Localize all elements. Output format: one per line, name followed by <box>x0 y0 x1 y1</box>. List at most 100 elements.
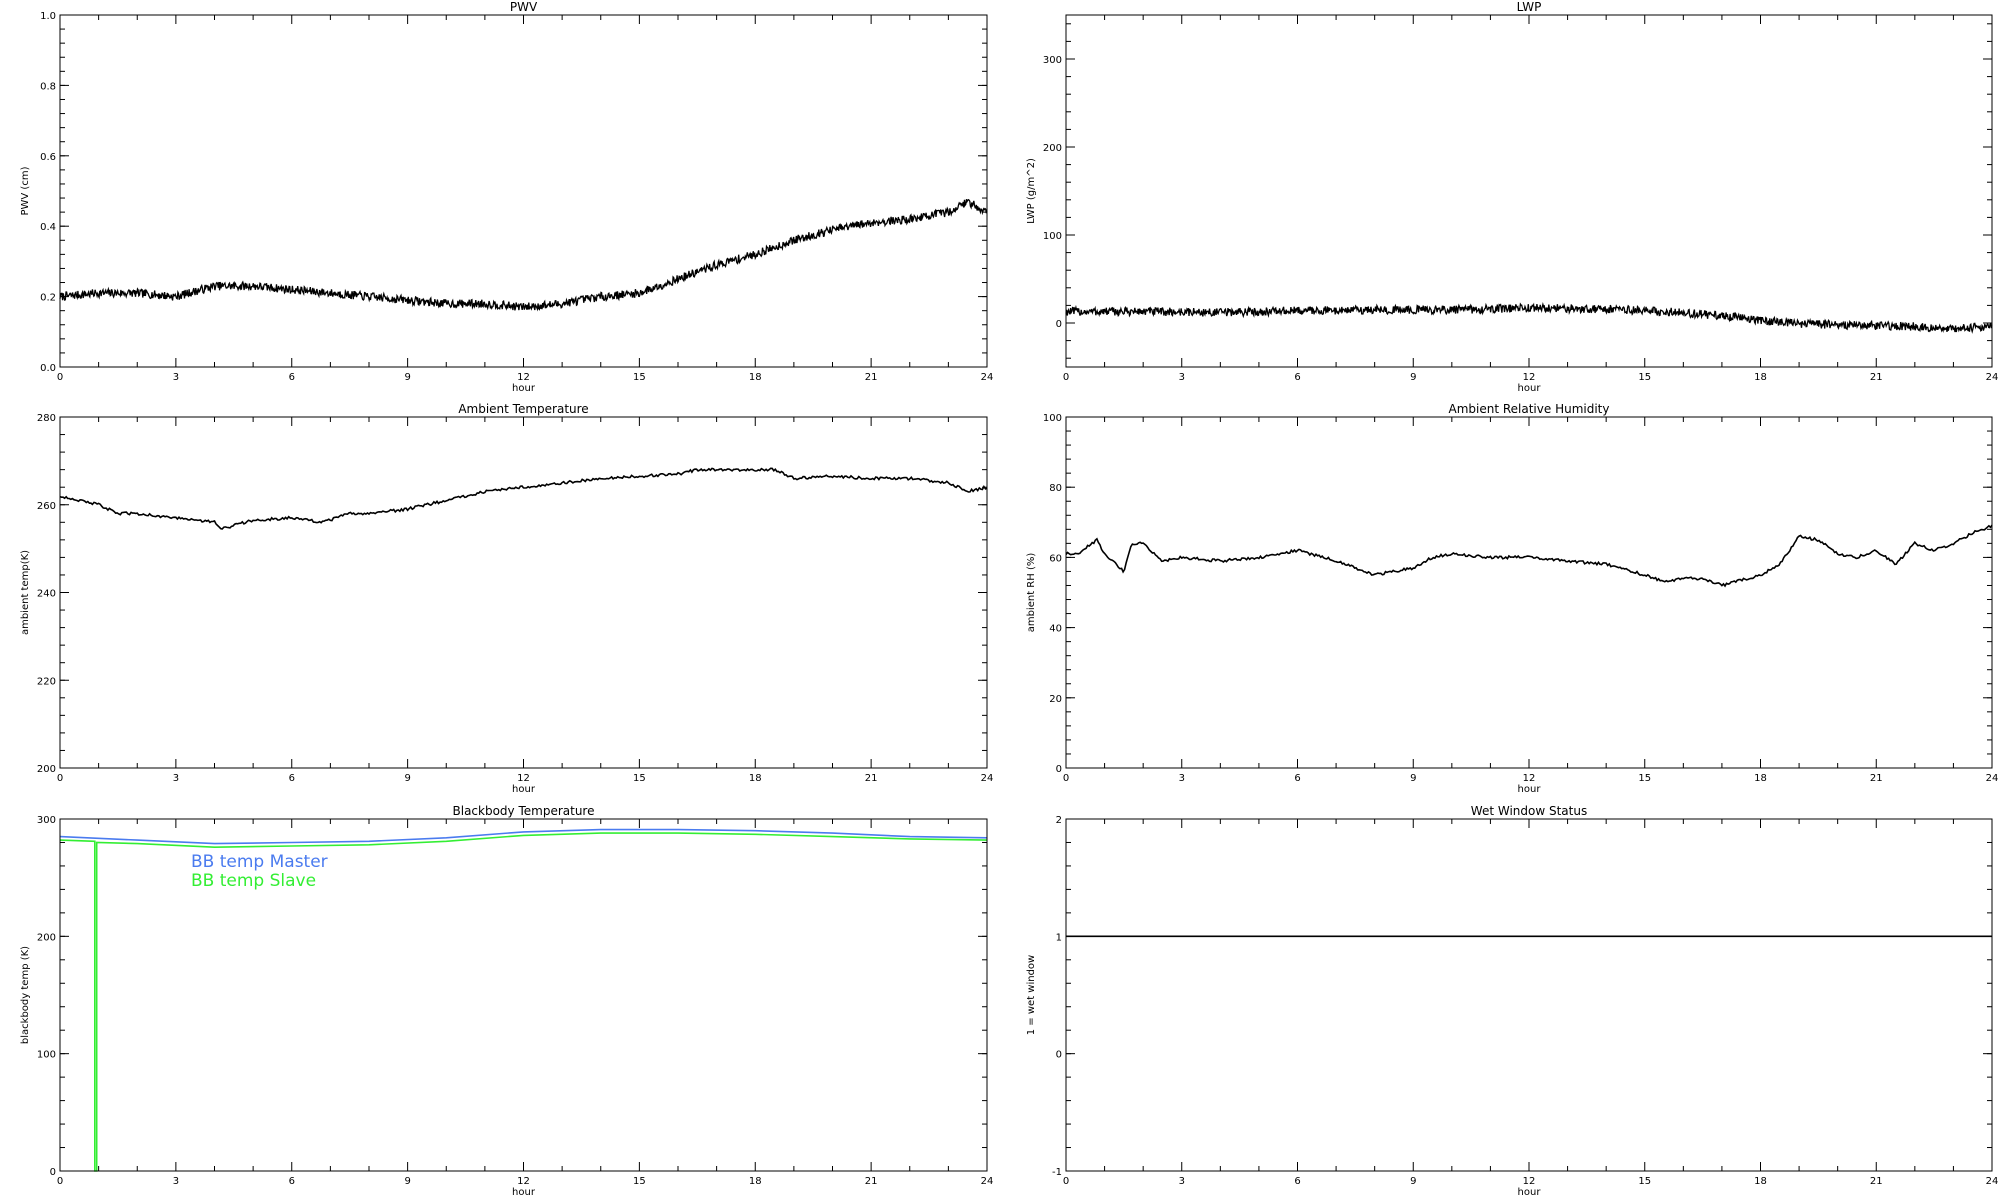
y-tick-label: 280 <box>37 413 56 424</box>
panel-3: Ambient Relative Humidity 0 3 6 9 12 15 18 21 24 0… <box>1026 402 1998 795</box>
x-tick-label: 6 <box>1294 1176 1300 1187</box>
x-tick-label: 18 <box>1754 1176 1767 1187</box>
x-tick-label: 24 <box>1986 372 1999 383</box>
legend-entry-0: BB temp Master <box>191 852 328 872</box>
y-tick-label: 40 <box>1049 624 1062 635</box>
panel-2: Ambient Temperature 0 3 6 9 12 15 18 21 24 200 220 2… <box>20 402 993 795</box>
panel-0: PWV 0 3 6 9 12 15 18 21 24 0.0 0.2 0.4 0.6 0.8 1.0 hour P… <box>20 0 993 394</box>
x-tick-label: 9 <box>1410 773 1416 784</box>
y-tick-label: 0.4 <box>40 222 56 233</box>
y-tick-label: 0 <box>50 1167 56 1178</box>
panel-title: Wet Window Status <box>1471 804 1587 818</box>
x-tick-label: 9 <box>404 773 410 784</box>
plot-frame <box>1065 818 1993 1172</box>
x-tick-label: 15 <box>633 372 646 383</box>
x-tick-label: 21 <box>1870 773 1883 784</box>
x-tick-label: 24 <box>1986 773 1999 784</box>
x-tick-label: 0 <box>57 372 63 383</box>
x-axis-label: hour <box>512 1187 536 1198</box>
y-tick-label: 100 <box>1043 413 1062 424</box>
x-tick-label: 9 <box>1410 372 1416 383</box>
x-tick-label: 0 <box>57 773 63 784</box>
x-tick-label: 6 <box>289 1176 295 1187</box>
x-tick-label: 12 <box>517 372 530 383</box>
x-tick-label: 3 <box>173 372 179 383</box>
x-axis-label: hour <box>512 784 536 795</box>
y-tick-label: 0 <box>1056 1050 1062 1061</box>
y-tick-label: 240 <box>37 589 56 600</box>
y-tick-label: 0 <box>1056 319 1062 330</box>
x-tick-label: 12 <box>1523 1176 1536 1187</box>
x-axis-label: hour <box>1518 1187 1542 1198</box>
x-tick-label: 21 <box>1870 1176 1883 1187</box>
plot-frame <box>59 416 988 769</box>
panel-4: Blackbody Temperature 0 3 6 9 12 15 18 21 24 0 100 2… <box>20 804 993 1198</box>
x-axis-label: hour <box>1518 784 1542 795</box>
x-tick-label: 3 <box>1179 1176 1185 1187</box>
x-tick-label: 15 <box>633 773 646 784</box>
x-tick-label: 12 <box>517 1176 530 1187</box>
x-tick-label: 21 <box>865 372 878 383</box>
x-tick-label: 24 <box>981 1176 994 1187</box>
x-tick-label: 21 <box>1870 372 1883 383</box>
y-tick-label: 300 <box>1043 55 1062 66</box>
panel-title: Ambient Relative Humidity <box>1449 402 1610 416</box>
y-axis-label: 1 = wet window <box>1026 955 1037 1035</box>
x-tick-label: 18 <box>749 773 762 784</box>
y-tick-label: 1.0 <box>40 11 56 22</box>
x-tick-label: 9 <box>404 1176 410 1187</box>
panel-title: PWV <box>510 0 538 14</box>
x-tick-label: 3 <box>1179 773 1185 784</box>
x-tick-label: 24 <box>981 773 994 784</box>
x-tick-label: 3 <box>173 773 179 784</box>
y-tick-label: 260 <box>37 501 56 512</box>
x-tick-label: 0 <box>1063 1176 1069 1187</box>
x-tick-label: 0 <box>57 1176 63 1187</box>
x-tick-label: 12 <box>1523 773 1536 784</box>
series-line-0 <box>1065 301 1993 334</box>
y-tick-label: 0.8 <box>40 81 56 92</box>
x-tick-label: 3 <box>173 1176 179 1187</box>
y-axis-label: PWV (cm) <box>20 166 31 215</box>
y-tick-label: 0 <box>1056 764 1062 775</box>
legend-entry-1: BB temp Slave <box>191 871 316 891</box>
x-tick-label: 12 <box>517 773 530 784</box>
y-tick-label: 300 <box>37 815 56 826</box>
y-tick-label: 220 <box>37 676 56 687</box>
x-tick-label: 18 <box>1754 773 1767 784</box>
y-tick-label: 200 <box>37 764 56 775</box>
y-tick-label: 0.2 <box>40 293 56 304</box>
x-axis-label: hour <box>1518 383 1542 394</box>
y-tick-label: -1 <box>1052 1167 1062 1178</box>
plot-frame <box>59 14 988 368</box>
y-axis-label: LWP (g/m^2) <box>1026 158 1037 224</box>
y-tick-label: 2 <box>1056 815 1062 826</box>
x-tick-label: 21 <box>865 1176 878 1187</box>
x-tick-label: 0 <box>1063 773 1069 784</box>
x-tick-label: 9 <box>1410 1176 1416 1187</box>
y-tick-label: 20 <box>1049 694 1062 705</box>
x-tick-label: 15 <box>1638 773 1651 784</box>
y-tick-label: 1 <box>1056 932 1062 943</box>
panel-title: Blackbody Temperature <box>453 804 595 818</box>
x-tick-label: 15 <box>633 1176 646 1187</box>
series-line-0 <box>59 828 988 845</box>
x-tick-label: 3 <box>1179 372 1185 383</box>
y-axis-label: ambient temp(K) <box>20 550 31 635</box>
y-tick-label: 60 <box>1049 553 1062 564</box>
y-tick-label: 80 <box>1049 483 1062 494</box>
x-tick-label: 21 <box>865 773 878 784</box>
y-axis-label: ambient RH (%) <box>1026 553 1037 633</box>
x-tick-label: 15 <box>1638 372 1651 383</box>
x-tick-label: 12 <box>1523 372 1536 383</box>
x-tick-label: 9 <box>404 372 410 383</box>
x-tick-label: 24 <box>981 372 994 383</box>
x-axis-label: hour <box>512 383 536 394</box>
panel-title: LWP <box>1517 0 1542 14</box>
x-tick-label: 0 <box>1063 372 1069 383</box>
y-tick-label: 100 <box>37 1050 56 1061</box>
y-tick-label: 0.0 <box>40 363 56 374</box>
plot-frame <box>1065 416 1993 769</box>
x-tick-label: 24 <box>1986 1176 1999 1187</box>
